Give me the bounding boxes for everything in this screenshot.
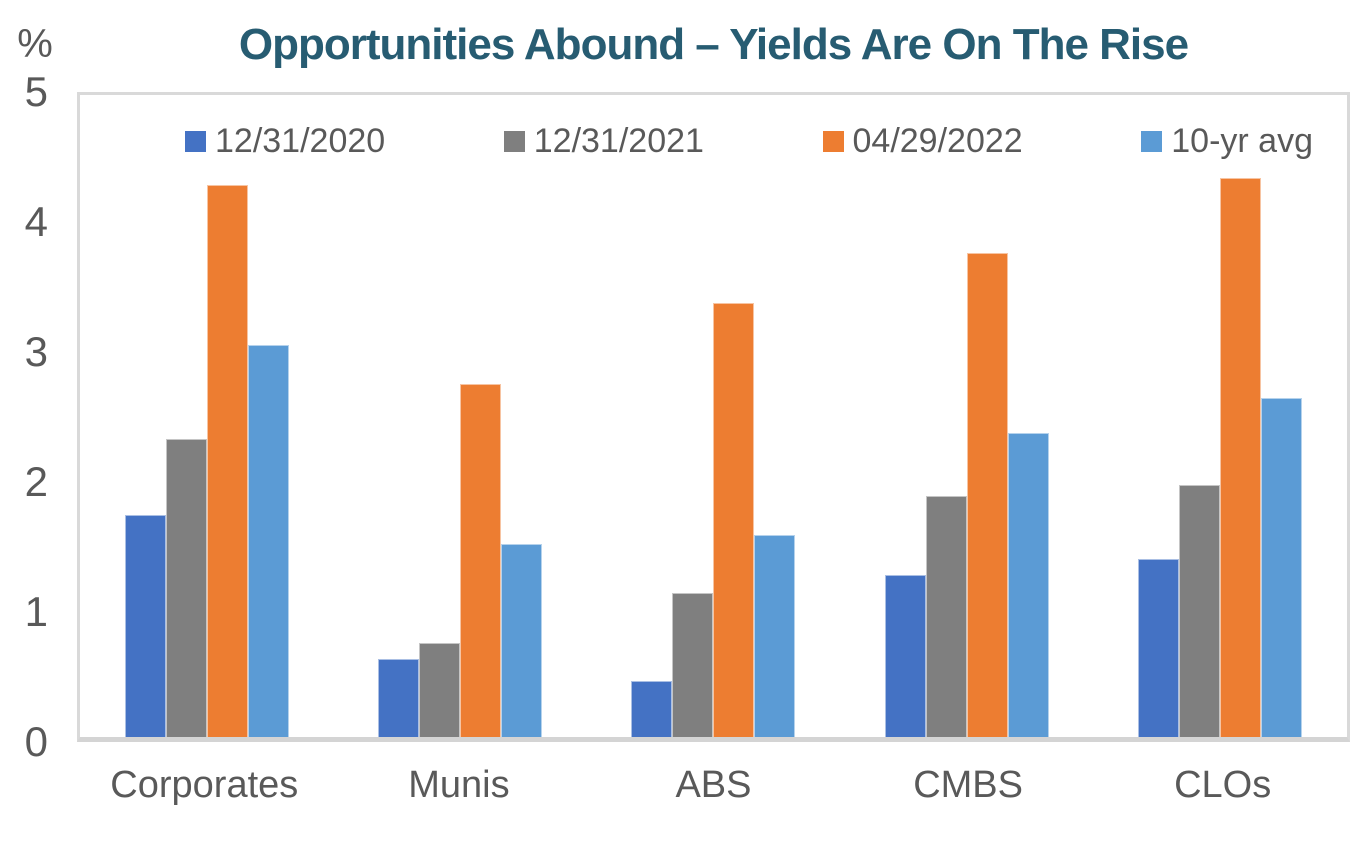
bar (460, 383, 502, 737)
bar (672, 593, 714, 737)
bar (1220, 178, 1262, 737)
legend: 12/31/2020 12/31/2021 04/29/2022 10-yr avg (185, 119, 1313, 163)
bar (1261, 398, 1303, 737)
y-tick-label: 5 (24, 68, 48, 115)
bar-group (1094, 95, 1347, 737)
legend-label: 12/31/2021 (533, 122, 704, 160)
y-tick-label: 1 (24, 588, 48, 635)
bar-group (840, 95, 1093, 737)
y-tick-label: 3 (24, 328, 48, 375)
y-tick-label: 4 (24, 198, 48, 245)
bar (966, 252, 1008, 737)
bar-group (587, 95, 840, 737)
bar (124, 514, 166, 737)
bar (631, 680, 673, 737)
x-axis-label: Munis (408, 764, 510, 806)
y-tick-label: 0 (24, 718, 48, 765)
y-axis-unit-label: % (17, 22, 53, 66)
chart-title: Opportunities Abound – Yields Are On The… (238, 20, 1189, 69)
legend-label: 10-yr avg (1171, 122, 1313, 160)
bar (501, 544, 543, 737)
bar (419, 643, 461, 737)
legend-item: 04/29/2022 (822, 119, 1023, 163)
x-axis-label: ABS (675, 764, 752, 806)
legend-item: 12/31/2020 (185, 119, 385, 163)
legend-label: 04/29/2022 (852, 122, 1023, 160)
bar (206, 184, 248, 737)
bar (378, 658, 420, 737)
x-axis-label: CMBS (913, 764, 1023, 806)
bar (1179, 485, 1221, 737)
x-axis-label: CLOs (1174, 764, 1272, 806)
bar (884, 575, 926, 737)
bar-group (333, 95, 586, 737)
legend-label: 12/31/2020 (215, 122, 386, 160)
bar (1007, 432, 1049, 737)
plot-area: 12/31/2020 12/31/2021 04/29/2022 10-yr avg (77, 92, 1350, 742)
legend-item: 12/31/2021 (503, 119, 704, 163)
bar-group (80, 95, 333, 737)
bar (247, 345, 289, 737)
x-axis-label: Corporates (110, 764, 299, 806)
legend-swatch-icon (1141, 130, 1163, 152)
bar (165, 439, 207, 737)
y-tick-label: 2 (24, 458, 48, 505)
legend-swatch-icon (822, 130, 844, 152)
legend-item: 10-yr avg (1141, 119, 1313, 163)
bar (925, 495, 967, 737)
bar (1138, 558, 1180, 737)
bar (754, 535, 796, 737)
legend-swatch-icon (185, 130, 206, 152)
bar (713, 303, 755, 737)
bar-groups (80, 95, 1347, 737)
legend-swatch-icon (503, 130, 525, 152)
